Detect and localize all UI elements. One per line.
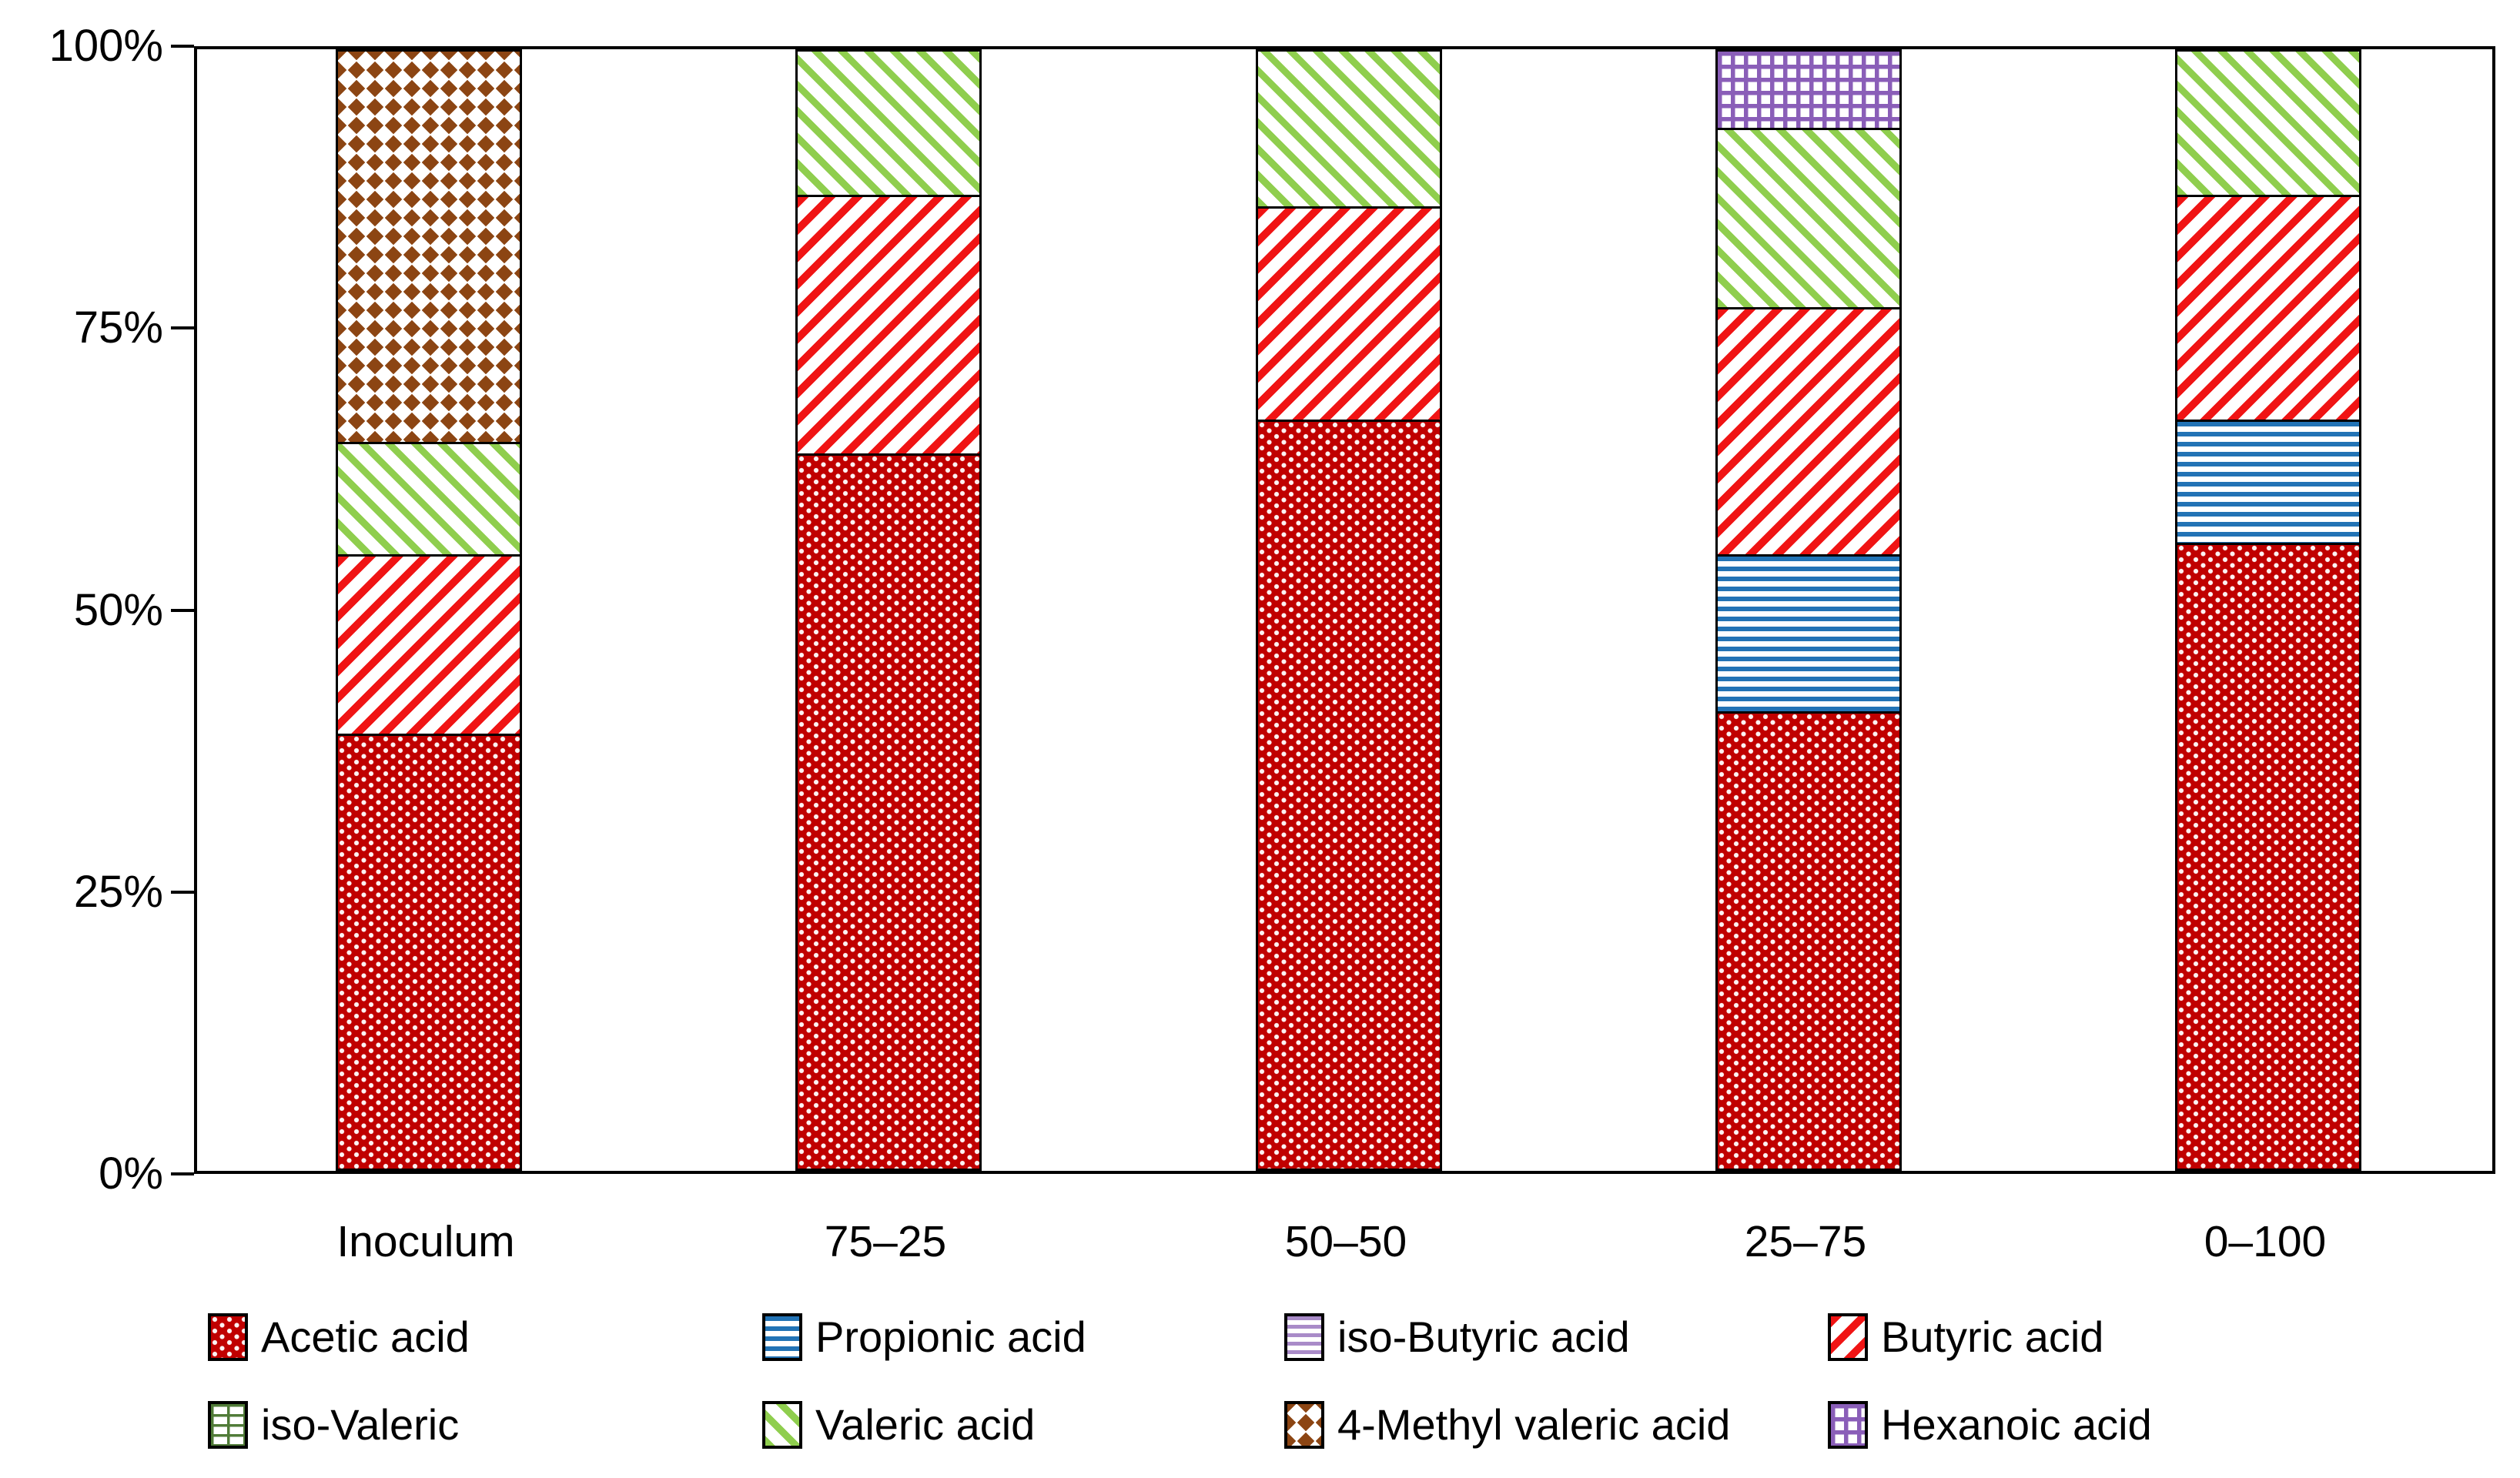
legend-swatch-butyric-acid [1828, 1313, 1868, 1361]
bar-75-25-segment-valeric-acid [795, 49, 982, 196]
bar-50-50-segment-butyric-acid [1256, 206, 1442, 420]
y-tick-label-0: 0% [99, 1149, 163, 1199]
bar-25-75-segment-acetic-acid [1715, 711, 1902, 1171]
bar-50-50-segment-acetic-acid [1256, 419, 1442, 1171]
y-tick-mark-25 [171, 890, 194, 894]
bar-0-100 [2175, 49, 2361, 1171]
y-tick-label-25: 25% [73, 866, 163, 917]
bar-75-25 [795, 49, 982, 1171]
bar-0-100-segment-acetic-acid [2175, 543, 2361, 1171]
legend-swatch-propionic-acid [762, 1313, 802, 1361]
bar-inoculum-segment-valeric-acid [336, 441, 522, 554]
x-category-label-0-100: 0–100 [2204, 1217, 2327, 1266]
x-category-label-50-50: 50–50 [1284, 1217, 1407, 1266]
legend-item-iso-butyric-acid: iso-Butyric acid [1284, 1313, 1630, 1361]
plot-area [194, 46, 2495, 1174]
bar-75-25-segment-butyric-acid [795, 195, 982, 453]
legend-label-iso-valeric: iso-Valeric [261, 1400, 460, 1449]
legend-item-propionic-acid: Propionic acid [762, 1313, 1086, 1361]
bar-inoculum-segment-butyric-acid [336, 553, 522, 734]
legend-swatch-hexanoic-acid [1828, 1401, 1868, 1449]
y-tick-label-75: 75% [73, 303, 163, 353]
bar-inoculum-segment-acetic-acid [336, 733, 522, 1171]
legend-item-butyric-acid: Butyric acid [1828, 1313, 2103, 1361]
x-category-label-75-25: 75–25 [824, 1217, 947, 1266]
y-tick-mark-0 [171, 1172, 194, 1175]
legend-label-iso-butyric-acid: iso-Butyric acid [1337, 1312, 1630, 1361]
legend-label-propionic-acid: Propionic acid [815, 1312, 1086, 1361]
bar-inoculum-segment-4-methyl-valeric-acid [336, 49, 522, 442]
legend-swatch-iso-valeric [208, 1401, 248, 1449]
legend-label-acetic-acid: Acetic acid [261, 1312, 470, 1361]
y-tick-mark-75 [171, 326, 194, 330]
x-category-label-25-75: 25–75 [1744, 1217, 1867, 1266]
x-category-label-inoculum: Inoculum [336, 1217, 515, 1266]
y-tick-label-50: 50% [73, 584, 163, 635]
y-tick-mark-50 [171, 608, 194, 612]
bar-50-50-segment-valeric-acid [1256, 49, 1442, 206]
legend-label-4-methyl-valeric-acid: 4-Methyl valeric acid [1337, 1400, 1731, 1449]
bar-25-75-segment-valeric-acid [1715, 128, 1902, 308]
legend-label-butyric-acid: Butyric acid [1881, 1312, 2104, 1361]
legend-swatch-valeric-acid [762, 1401, 802, 1449]
bar-0-100-segment-propionic-acid [2175, 419, 2361, 543]
bar-25-75 [1715, 49, 1902, 1171]
bar-25-75-segment-propionic-acid [1715, 553, 1902, 711]
legend-swatch-acetic-acid [208, 1313, 248, 1361]
y-tick-label-100: 100% [49, 21, 163, 71]
legend-item-hexanoic-acid: Hexanoic acid [1828, 1401, 2152, 1449]
bar-50-50 [1256, 49, 1442, 1171]
bar-inoculum [336, 49, 522, 1171]
y-tick-mark-100 [171, 45, 194, 48]
legend-item-iso-valeric: iso-Valeric [208, 1401, 459, 1449]
legend-item-valeric-acid: Valeric acid [762, 1401, 1035, 1449]
legend-label-hexanoic-acid: Hexanoic acid [1881, 1400, 2152, 1449]
bar-0-100-segment-butyric-acid [2175, 195, 2361, 420]
bar-25-75-segment-hexanoic-acid [1715, 49, 1902, 128]
legend-item-acetic-acid: Acetic acid [208, 1313, 470, 1361]
bar-25-75-segment-butyric-acid [1715, 307, 1902, 554]
bar-75-25-segment-acetic-acid [795, 453, 982, 1171]
legend-label-valeric-acid: Valeric acid [815, 1400, 1036, 1449]
legend-swatch-iso-butyric-acid [1284, 1313, 1324, 1361]
legend-swatch-4-methyl-valeric-acid [1284, 1401, 1324, 1449]
legend-item-4-methyl-valeric-acid: 4-Methyl valeric acid [1284, 1401, 1730, 1449]
bar-0-100-segment-valeric-acid [2175, 49, 2361, 196]
